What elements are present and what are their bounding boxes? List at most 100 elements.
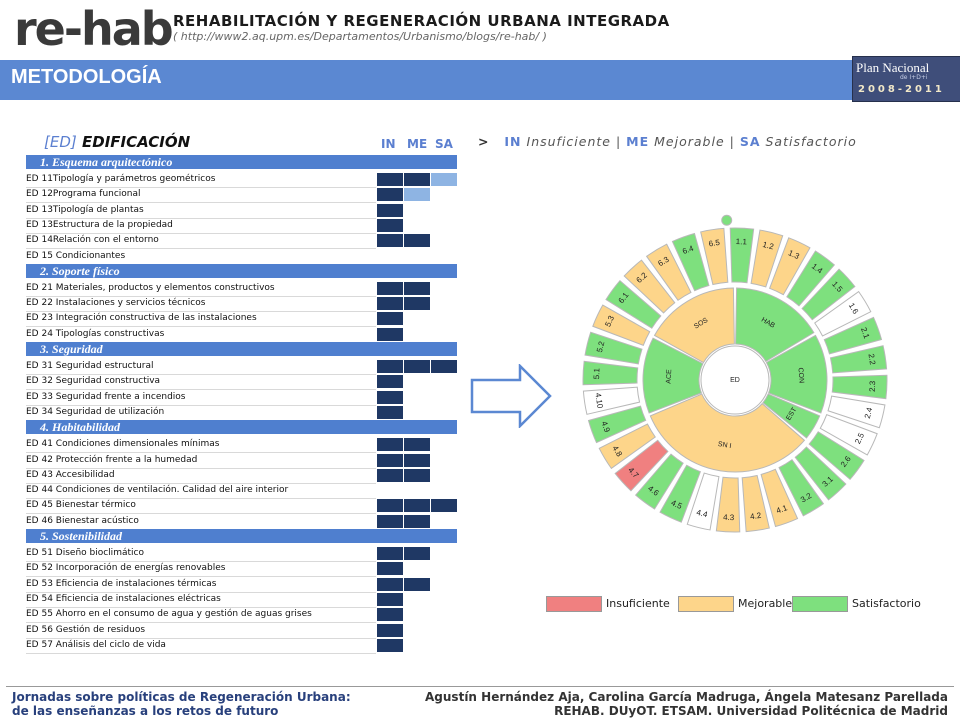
outer-segment: [715, 476, 741, 533]
legend-swatch-satisfactorio: [792, 596, 848, 612]
checklist-item: ED 12Programa funcional: [26, 187, 376, 204]
outer-segment: [786, 250, 836, 307]
rating-cell: [377, 562, 403, 576]
outer-segment-label: 1.1: [736, 237, 748, 247]
checklist-item: ED 15 Condicionantes: [26, 249, 376, 265]
legend-swatch-insuficiente: [546, 596, 602, 612]
checklist-item: ED 13Estructura de la propiedad: [26, 218, 376, 234]
category-header: 4. Habitabilidad: [26, 420, 457, 435]
rating-cell: [404, 577, 430, 591]
outer-segment: [808, 431, 865, 481]
outer-segment: [686, 472, 720, 531]
outer-segment: [778, 459, 825, 517]
plan-nacional-years: 2008-2011: [858, 84, 945, 95]
outer-segment: [605, 279, 662, 329]
inner-segment: [642, 337, 704, 414]
checklist-item: ED 51 Diseño bioclimático: [26, 546, 376, 562]
rating-cell: [404, 514, 430, 528]
outer-segment: [827, 395, 886, 429]
rating-cell: [404, 173, 430, 186]
outer-segment: [614, 439, 669, 492]
outer-segment: [587, 405, 647, 444]
rating-cell: [377, 312, 403, 326]
plan-nacional-title: Plan Nacional: [856, 60, 930, 75]
column-header-me: ME: [407, 137, 428, 151]
checklist-item: ED 57 Análisis del ciclo de vida: [26, 638, 376, 654]
outer-segment: [794, 446, 847, 501]
checklist-item: ED 43 Accesibilidad: [26, 468, 376, 484]
outer-segment-label: 4.3: [723, 513, 735, 523]
outer-segment: [598, 423, 656, 470]
rating-key: > IN Insuficiente | ME Mejorable | SA Sa…: [478, 134, 857, 149]
rating-cell: [377, 468, 403, 482]
checklist-item: ED 46 Bienestar acústico: [26, 514, 376, 530]
outer-segment-label: 5.1: [592, 367, 602, 379]
rating-key-label-in: Insuficiente: [526, 134, 611, 149]
outer-segment: [768, 237, 811, 296]
category-label: 3. Seguridad: [40, 342, 103, 356]
rating-cell: [377, 623, 403, 637]
outer-segment: [823, 316, 883, 355]
rating-cell: [377, 499, 403, 513]
arrow-right-icon: [470, 364, 552, 428]
checklist-item: ED 41 Condiciones dimensionales mínimas: [26, 437, 376, 454]
outer-segment: [750, 229, 784, 288]
rating-cell: [404, 547, 430, 560]
rating-cell: [377, 592, 403, 606]
outer-segment: [582, 360, 639, 386]
legend-label-satisfactorio: Satisfactorio: [852, 597, 921, 610]
category-header: 3. Seguridad: [26, 342, 457, 356]
category-header: 1. Esquema arquitectónico: [26, 155, 457, 169]
rating-cell: [377, 327, 403, 341]
rating-cell: [377, 173, 403, 186]
header-url[interactable]: ( http://www2.aq.upm.es/Departamentos/Ur…: [173, 30, 547, 43]
column-header-sa: SA: [435, 137, 453, 151]
rating-cell: [404, 281, 430, 295]
rating-key-code-sa: SA: [739, 134, 761, 149]
rating-cell: [404, 438, 430, 452]
rating-cell: [404, 468, 430, 482]
footer-divider: [6, 686, 954, 687]
rating-key-code-me: ME: [626, 134, 650, 149]
footer-institution: REHAB. DUyOT. ETSAM. Universidad Politéc…: [554, 704, 948, 718]
outer-segment: [592, 304, 651, 347]
rating-cell: [377, 514, 403, 528]
checklist-item: ED 53 Eficiencia de instalaciones térmic…: [26, 577, 376, 593]
inner-segment: [765, 334, 828, 414]
category-header: 5. Sostenibilidad: [26, 529, 457, 543]
rating-cell: [404, 453, 430, 467]
rating-key-sep: |: [615, 134, 622, 149]
outer-segment: [760, 468, 799, 528]
outer-segment-label: 4.9: [599, 420, 611, 434]
checklist-item: ED 24 Tipologías constructivas: [26, 327, 376, 343]
rating-cell: [377, 281, 403, 295]
outer-segment-label: 2.3: [868, 380, 878, 392]
outer-segment-label: 2.1: [859, 326, 871, 340]
outer-segment-label: 6.5: [708, 238, 721, 249]
checklist-item: ED 56 Gestión de residuos: [26, 623, 376, 639]
outer-segment-label: 4.4: [696, 508, 709, 520]
rating-cell: [404, 188, 430, 202]
outer-segment: [831, 374, 888, 400]
rating-cell: [431, 499, 457, 513]
outer-segment: [700, 227, 729, 286]
outer-segment: [645, 243, 692, 301]
legend-label-mejorable: Mejorable: [738, 597, 793, 610]
outer-segment: [671, 232, 710, 292]
rating-cell: [377, 577, 403, 591]
outer-segment: [741, 474, 770, 533]
rating-cell: [377, 297, 403, 311]
checklist-item: ED 42 Protección frente a la humedad: [26, 453, 376, 469]
inner-segment: [762, 393, 821, 439]
rating-cell: [377, 547, 403, 560]
category-label: 4. Habitabilidad: [40, 420, 121, 435]
footer-authors: Agustín Hernández Aja, Carolina García M…: [425, 690, 948, 704]
rating-cell: [404, 297, 430, 311]
rating-cell: [377, 453, 403, 467]
rating-cell: [404, 499, 430, 513]
plan-nacional-subtitle: de I+D+i: [900, 74, 928, 81]
rating-cell: [377, 188, 403, 202]
rating-key-code-in: IN: [504, 134, 522, 149]
inner-segment-label: SN I: [717, 441, 732, 450]
outer-segment-label: 5.2: [595, 340, 607, 353]
